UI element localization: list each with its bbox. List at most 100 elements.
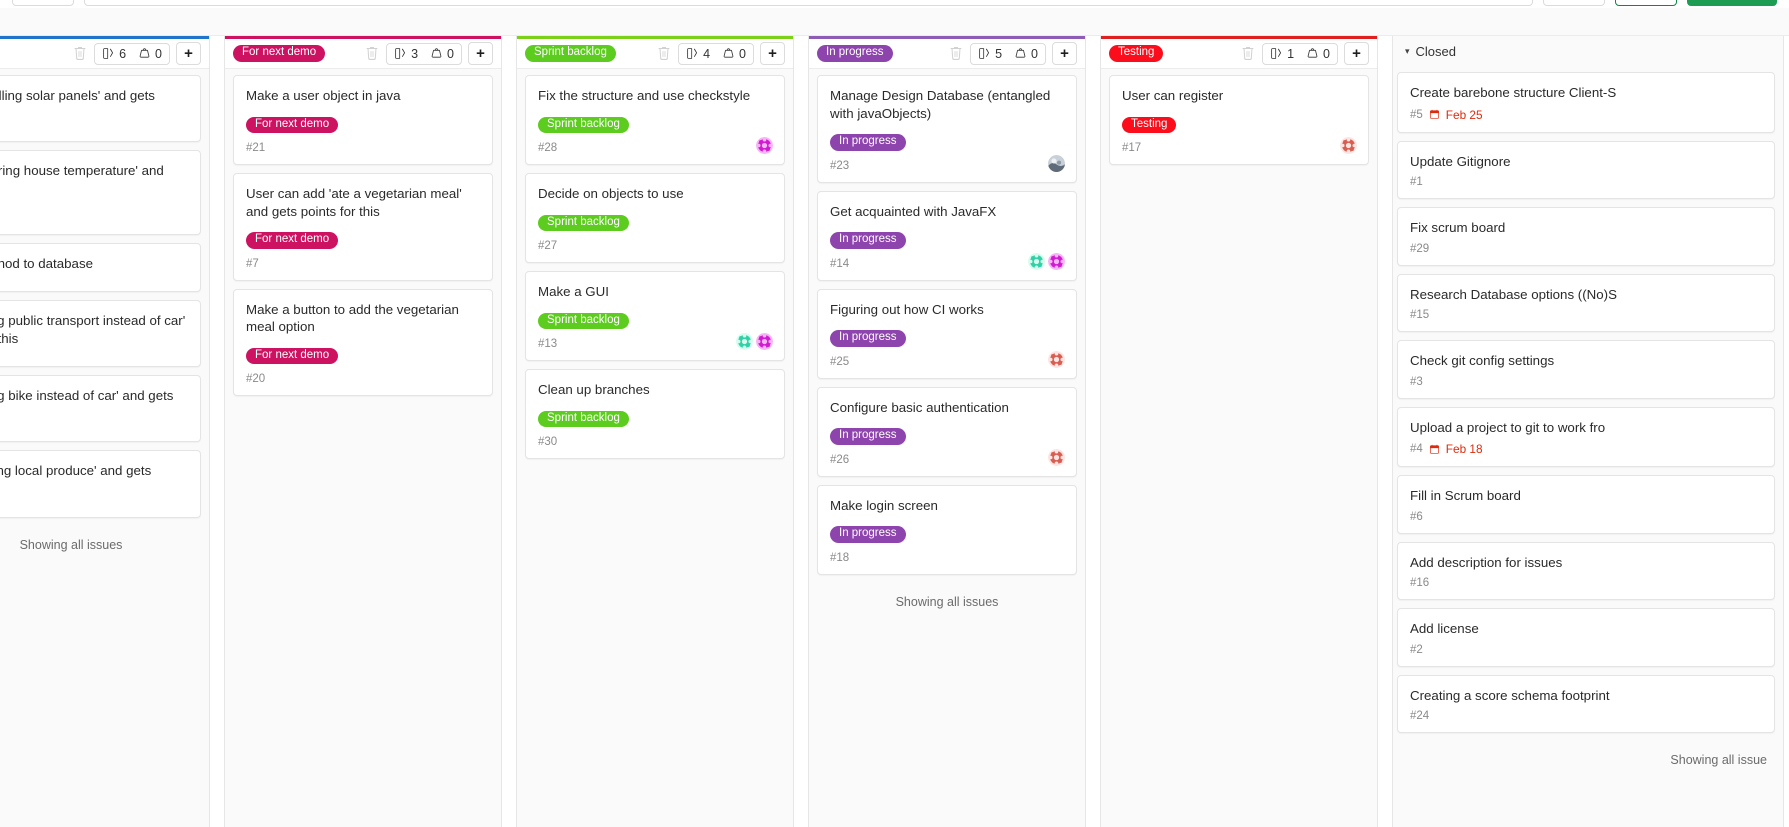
issue-card[interactable]: gin method to database [0,242,201,293]
weight-icon [138,47,151,60]
avatar[interactable] [1028,252,1045,270]
showing-all-issues-text: Showing all issues [895,594,999,609]
avatar[interactable] [756,333,773,351]
issue-card[interactable]: Clean up branches Sprint backlog #30 [525,369,785,460]
issue-iid: #7 [246,257,259,270]
issue-card[interactable]: Make a button to add the vegetarian meal… [233,288,493,397]
add-issue-button[interactable]: + [760,42,785,65]
trash-icon[interactable] [948,46,964,62]
add-issue-button[interactable]: + [1052,42,1077,65]
issue-card[interactable]: Fix scrum board #29 [1397,207,1775,266]
issue-label-chip[interactable]: In progress [830,330,906,347]
closed-list-cards: Create barebone structure Client-S #5 Fe… [1393,66,1783,827]
issue-label-chip[interactable]: In progress [830,428,906,445]
issue-card[interactable]: ld 'lowering house temperature' and gets… [0,150,201,235]
assignee-avatars [1048,154,1065,172]
issue-label-chip[interactable]: In progress [830,232,906,249]
issue-label-chip[interactable]: Sprint backlog [538,410,629,428]
issue-label-chip[interactable]: For next demo [246,347,339,365]
list-label-chip[interactable]: Testing [1109,45,1164,62]
issue-iid: #3 [1410,375,1423,388]
issue-iid: #20 [246,373,266,386]
issue-label-chip[interactable]: Sprint backlog [538,312,629,330]
issue-card[interactable]: ld 'Buying local produce' and gets point… [0,450,201,518]
issue-card[interactable]: Add license #2 [1397,608,1775,667]
issue-iid: #26 [830,453,850,466]
issue-card[interactable]: ld 'installing solar panels' and gets po… [0,75,201,143]
issue-card[interactable]: Decide on objects to use Sprint backlog … [525,173,785,264]
issue-card-title: ld 'Using bike instead of car' and getsh… [0,388,174,404]
weight-value: 0 [739,46,746,61]
trash-icon[interactable] [72,46,88,62]
issue-card-labels: In progress [830,425,1064,445]
list-label-chip[interactable]: For next demo [233,45,326,62]
avatar[interactable] [1048,252,1065,270]
issue-card[interactable]: Manage Design Database (entangled with j… [817,75,1077,183]
add-issue-button[interactable]: + [468,42,493,65]
add-issue-button[interactable]: + [1344,42,1369,65]
issue-count: 1 [1287,46,1295,61]
issue-iid: #4 [1410,443,1423,456]
issue-card[interactable]: Get acquainted with JavaFX In progress #… [817,190,1077,281]
list-sprint-backlog: Sprint backlog 4 0 + Fix the structure a… [516,36,794,827]
issue-card[interactable]: User can add 'ate a vegetarian meal' and… [233,173,493,281]
closed-list-header[interactable]: ▾ Closed [1393,36,1783,66]
issue-card-labels: In progress [830,229,1064,249]
issue-card-title: Create barebone structure Client-S [1410,85,1617,100]
issue-card[interactable]: ld 'Using public transport instead of ca… [0,300,201,368]
create-list-button[interactable] [1687,0,1777,6]
issue-label-chip[interactable]: For next demo [246,232,339,249]
issue-label-chip[interactable]: Testing [1122,116,1177,134]
issue-card-footer: #23 [830,160,1064,172]
issue-card[interactable]: ld 'Using bike instead of car' and getsh… [0,375,201,443]
avatar[interactable] [1048,154,1065,172]
list-label-chip[interactable]: Sprint backlog [525,45,616,62]
avatar[interactable] [1340,137,1357,155]
due-date: Feb 18 [1445,442,1483,457]
issue-card-labels: Sprint backlog [538,408,772,428]
issue-card[interactable]: User can register Testing #17 [1109,75,1369,166]
issue-card[interactable]: Upload a project to git to work fro #4 F… [1397,406,1775,468]
issue-card-title: Creating a score schema footprint [1410,687,1610,703]
search-input[interactable]: Search or filter results... [84,0,1533,6]
issue-label-chip[interactable]: For next demo [246,116,339,134]
issue-label-chip[interactable]: Sprint backlog [538,116,629,134]
filter-scope-select[interactable] [12,0,74,6]
add-issue-button[interactable]: + [176,42,201,65]
issue-card-title: Decide on objects to use [538,186,684,202]
trash-icon[interactable] [1240,46,1256,62]
issue-card[interactable]: Creating a score schema footprint #24 [1397,674,1775,734]
avatar[interactable] [1048,448,1065,466]
issue-card[interactable]: Research Database options ((No)S #15 [1397,273,1775,333]
issue-card-title: ld 'Buying local produce' and gets point… [0,463,152,479]
issue-iid: #5 [1410,108,1423,121]
trash-icon[interactable] [364,46,380,62]
issue-card[interactable]: Check git config settings #3 [1397,340,1775,399]
list-cards: Make a user object in java For next demo… [225,69,501,827]
issue-card-footer: #13 [538,338,772,350]
avatar[interactable] [736,333,753,351]
issue-card[interactable]: Update Gitignore #1 [1397,140,1775,200]
chevron-down-icon[interactable]: ▾ [1405,45,1410,56]
issue-card[interactable]: Fill in Scrum board #6 [1397,475,1775,534]
issue-card[interactable]: Create barebone structure Client-S #5 Fe… [1397,72,1775,133]
issue-label-chip[interactable]: In progress [830,526,906,543]
issue-card[interactable]: Make login screen In progress #18 [817,484,1077,575]
issue-card[interactable]: Fix the structure and use checkstyle Spr… [525,75,785,166]
issue-label-chip[interactable]: Sprint backlog [538,214,629,232]
issue-iid: #6 [1410,510,1423,523]
list-accent-bar [517,36,793,39]
trash-icon[interactable] [656,46,672,62]
issue-label-chip[interactable]: In progress [830,134,906,151]
issue-card[interactable]: Make a GUI Sprint backlog #13 [525,271,785,362]
issue-card[interactable]: Figuring out how CI works In progress #2… [817,288,1077,379]
issue-card[interactable]: Configure basic authentication In progre… [817,386,1077,477]
issue-card[interactable]: Make a user object in java For next demo… [233,75,493,166]
issue-card-footer: #15 [1410,309,1762,321]
avatar[interactable] [1048,350,1065,368]
avatar[interactable] [756,137,773,155]
secondary-button[interactable] [1543,0,1605,6]
issue-card[interactable]: Add description for issues #16 [1397,541,1775,601]
edit-board-button[interactable] [1615,0,1677,6]
list-label-chip[interactable]: In progress [817,45,893,62]
